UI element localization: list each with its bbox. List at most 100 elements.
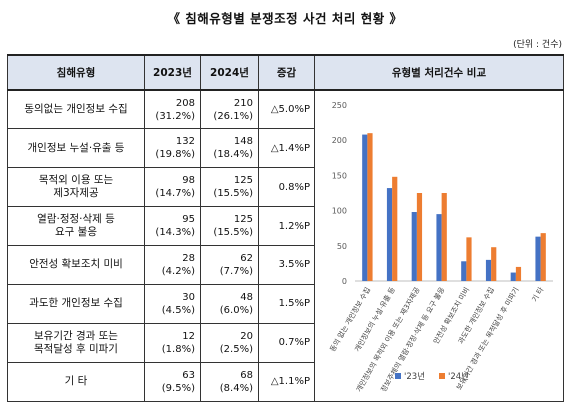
value-2024-count: 148 xyxy=(233,136,253,148)
bar-2024 xyxy=(515,266,522,281)
value-2023-count: 208 xyxy=(175,97,195,109)
bar-2024 xyxy=(441,193,447,281)
row-type: 보유기간 경과 또는 목적달성 후 미파기 xyxy=(7,322,145,363)
table-row: 보유기간 경과 또는 목적달성 후 미파기 12 (1.8%) 20 (2.5%) 0.7%… xyxy=(7,322,564,363)
value-2023: 28 (4.2%) xyxy=(144,245,201,285)
row-type: 열람·정정·삭제 등 요구 불응 xyxy=(7,206,145,246)
value-2024: 48 (6.0%) xyxy=(200,283,259,324)
value-2024-share: (15.5%) xyxy=(213,227,253,239)
bar-2024 xyxy=(416,193,423,281)
bar-2023 xyxy=(436,214,442,281)
x-tick-label: 기 타 xyxy=(530,285,546,303)
value-2023-share: (9.5%) xyxy=(161,382,195,394)
row-type: 과도한 개인정보 수집 xyxy=(7,283,145,324)
value-2024-count: 210 xyxy=(233,97,253,109)
row-type-line: 안전성 확보조치 미비 xyxy=(29,258,123,271)
value-2024-share: (18.4%) xyxy=(213,149,253,161)
value-2023: 12 (1.8%) xyxy=(144,322,201,363)
value-2024-share: (8.4%) xyxy=(219,382,253,394)
legend-label-2024: '24년 xyxy=(448,371,469,382)
row-type-line: 개인정보 누설·유출 등 xyxy=(27,141,125,154)
bar-2024 xyxy=(540,233,546,281)
value-2023-share: (19.8%) xyxy=(155,149,195,161)
value-2023: 208 (31.2%) xyxy=(144,89,201,130)
header-type: 침해유형 xyxy=(7,54,145,91)
row-type: 안전성 확보조치 미비 xyxy=(7,245,145,285)
bar-2023 xyxy=(411,212,417,281)
value-2023-count: 30 xyxy=(182,291,195,303)
value-2024: 125 (15.5%) xyxy=(200,167,259,208)
value-2024: 20 (2.5%) xyxy=(200,322,259,363)
value-2024-share: (15.5%) xyxy=(213,188,253,200)
page-title: 《 침해유형별 분쟁조정 사건 처리 현황 》 xyxy=(167,11,403,26)
chart-cell: 0 50 100 150 200 250 동의 없는 개인정보 수집 개인정보의 누설·유출 … xyxy=(314,89,564,402)
change-value: 0.7%P xyxy=(258,322,315,363)
value-2024: 148 (18.4%) xyxy=(200,128,259,169)
bar-2024 xyxy=(392,176,398,281)
row-type-line: 목적외 이용 또는 xyxy=(38,174,114,187)
header-chart: 유형별 처리건수 비교 xyxy=(314,54,564,91)
bar-2023 xyxy=(510,272,516,281)
y-tick-label: 0 xyxy=(342,277,347,286)
value-2023: 98 (14.7%) xyxy=(144,167,201,208)
value-2023: 132 (19.8%) xyxy=(144,128,201,169)
value-2024-count: 125 xyxy=(233,214,253,226)
bar-2023 xyxy=(461,261,467,281)
chart-container: 0 50 100 150 200 250 동의 없는 개인정보 수집 개인정보의 누설·유출 … xyxy=(315,91,563,401)
value-2023-share: (4.5%) xyxy=(161,304,195,316)
table-row: 안전성 확보조치 미비 28 (4.2%) 62 (7.7%) 3.5%P xyxy=(7,245,564,285)
row-type: 동의없는 개인정보 수집 xyxy=(7,89,145,130)
value-2023-count: 12 xyxy=(182,330,195,342)
legend-swatch-2023 xyxy=(395,373,401,379)
legend-swatch-2024 xyxy=(439,373,445,379)
value-2023-share: (14.3%) xyxy=(155,227,195,239)
table-body: 동의없는 개인정보 수집 208 (31.2%) 210 (26.1%) △5.0%P 0 5… xyxy=(7,89,564,402)
value-2024-count: 48 xyxy=(240,291,253,303)
header-2023: 2023년 xyxy=(144,54,201,91)
y-tick-label: 200 xyxy=(332,136,347,145)
value-2024-share: (26.1%) xyxy=(213,110,253,122)
header-row: 침해유형 2023년 2024년 증감 유형별 처리건수 비교 xyxy=(7,54,564,91)
change-value: △1.4%P xyxy=(258,128,315,169)
bar-2024 xyxy=(466,237,472,281)
value-2024: 68 (8.4%) xyxy=(200,361,259,402)
bar-2023 xyxy=(386,188,393,281)
table-row: 목적외 이용 또는 제3자제공 98 (14.7%) 125 (15.5%) 0.8%P xyxy=(7,167,564,208)
bar-2024 xyxy=(367,133,373,281)
bar-2024 xyxy=(491,247,497,281)
change-value: △5.0%P xyxy=(258,89,315,130)
y-tick-label: 50 xyxy=(337,242,347,251)
row-type-line: 기 타 xyxy=(64,375,88,388)
bar-2023 xyxy=(485,259,492,281)
value-2024-share: (6.0%) xyxy=(219,304,253,316)
bar-2023 xyxy=(362,134,368,281)
table-row: 기 타 63 (9.5%) 68 (8.4%) △1.1%P xyxy=(7,361,564,402)
row-type-line: 목적달성 후 미파기 xyxy=(34,342,118,355)
row-type: 기 타 xyxy=(7,361,145,402)
legend-label-2023: '23년 xyxy=(404,371,425,382)
change-value: △1.1%P xyxy=(258,361,315,402)
value-2024-count: 125 xyxy=(233,175,253,187)
value-2024-count: 20 xyxy=(240,330,253,342)
dispute-table: 침해유형 2023년 2024년 증감 유형별 처리건수 비교 동의없는 개인정… xyxy=(7,54,564,402)
change-value: 0.8%P xyxy=(258,167,315,208)
value-2023-count: 95 xyxy=(182,214,195,226)
table-row: 동의없는 개인정보 수집 208 (31.2%) 210 (26.1%) △5.0%P 0 5… xyxy=(7,89,564,402)
value-2024-count: 68 xyxy=(240,369,253,381)
change-value: 1.5%P xyxy=(258,283,315,324)
value-2023: 30 (4.5%) xyxy=(144,283,201,324)
value-2023: 63 (9.5%) xyxy=(144,361,201,402)
value-2024: 62 (7.7%) xyxy=(200,245,259,285)
header-2024: 2024년 xyxy=(200,54,259,91)
row-type-line: 제3자제공 xyxy=(53,187,99,200)
value-2024: 210 (26.1%) xyxy=(200,89,259,130)
change-value: 1.2%P xyxy=(258,206,315,246)
change-value: 3.5%P xyxy=(258,245,315,285)
value-2024-count: 62 xyxy=(240,252,253,264)
row-type-line: 보유기간 경과 또는 xyxy=(34,329,118,342)
value-2023-count: 28 xyxy=(182,252,195,264)
row-type: 개인정보 누설·유출 등 xyxy=(7,128,145,169)
value-2024-share: (7.7%) xyxy=(219,265,253,277)
value-2023-share: (1.8%) xyxy=(161,343,195,355)
